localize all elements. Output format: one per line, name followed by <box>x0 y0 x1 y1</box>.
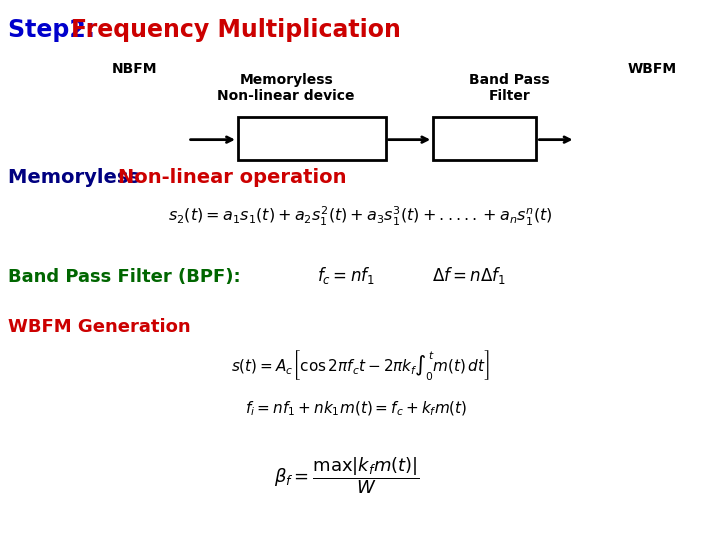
FancyBboxPatch shape <box>433 117 536 160</box>
Text: NBFM: NBFM <box>112 62 157 76</box>
Text: Memoryless
Non-linear device: Memoryless Non-linear device <box>217 73 355 103</box>
Text: Step2:: Step2: <box>8 18 104 42</box>
Text: WBFM: WBFM <box>628 62 677 76</box>
Text: $s(t) = A_c\left[\cos 2\pi f_c t - 2\pi k_f \int_0^t m(t)\,dt\right]$: $s(t) = A_c\left[\cos 2\pi f_c t - 2\pi … <box>230 348 490 382</box>
Text: Non-linear operation: Non-linear operation <box>118 168 346 187</box>
Text: $s_2(t) = a_1s_1(t)+a_2s_1^2(t)+a_3s_1^3(t)+.....+a_ns_1^n(t)$: $s_2(t) = a_1s_1(t)+a_2s_1^2(t)+a_3s_1^3… <box>168 205 552 228</box>
Text: Memoryless: Memoryless <box>8 168 147 187</box>
Text: $f_c = nf_1$: $f_c = nf_1$ <box>317 265 374 286</box>
FancyBboxPatch shape <box>238 117 386 160</box>
Text: $\Delta f = n\Delta f_1$: $\Delta f = n\Delta f_1$ <box>432 265 505 286</box>
Text: WBFM Generation: WBFM Generation <box>8 318 191 336</box>
Text: Frequency Multiplication: Frequency Multiplication <box>71 18 401 42</box>
Text: $\beta_f = \dfrac{\max|k_f m(t)|}{W}$: $\beta_f = \dfrac{\max|k_f m(t)|}{W}$ <box>274 455 420 496</box>
Text: Band Pass
Filter: Band Pass Filter <box>469 73 549 103</box>
Text: $f_i = nf_1 + nk_1m(t) = f_c + k_f m(t)$: $f_i = nf_1 + nk_1m(t) = f_c + k_f m(t)$ <box>245 400 467 418</box>
Text: Band Pass Filter (BPF):: Band Pass Filter (BPF): <box>8 268 240 286</box>
